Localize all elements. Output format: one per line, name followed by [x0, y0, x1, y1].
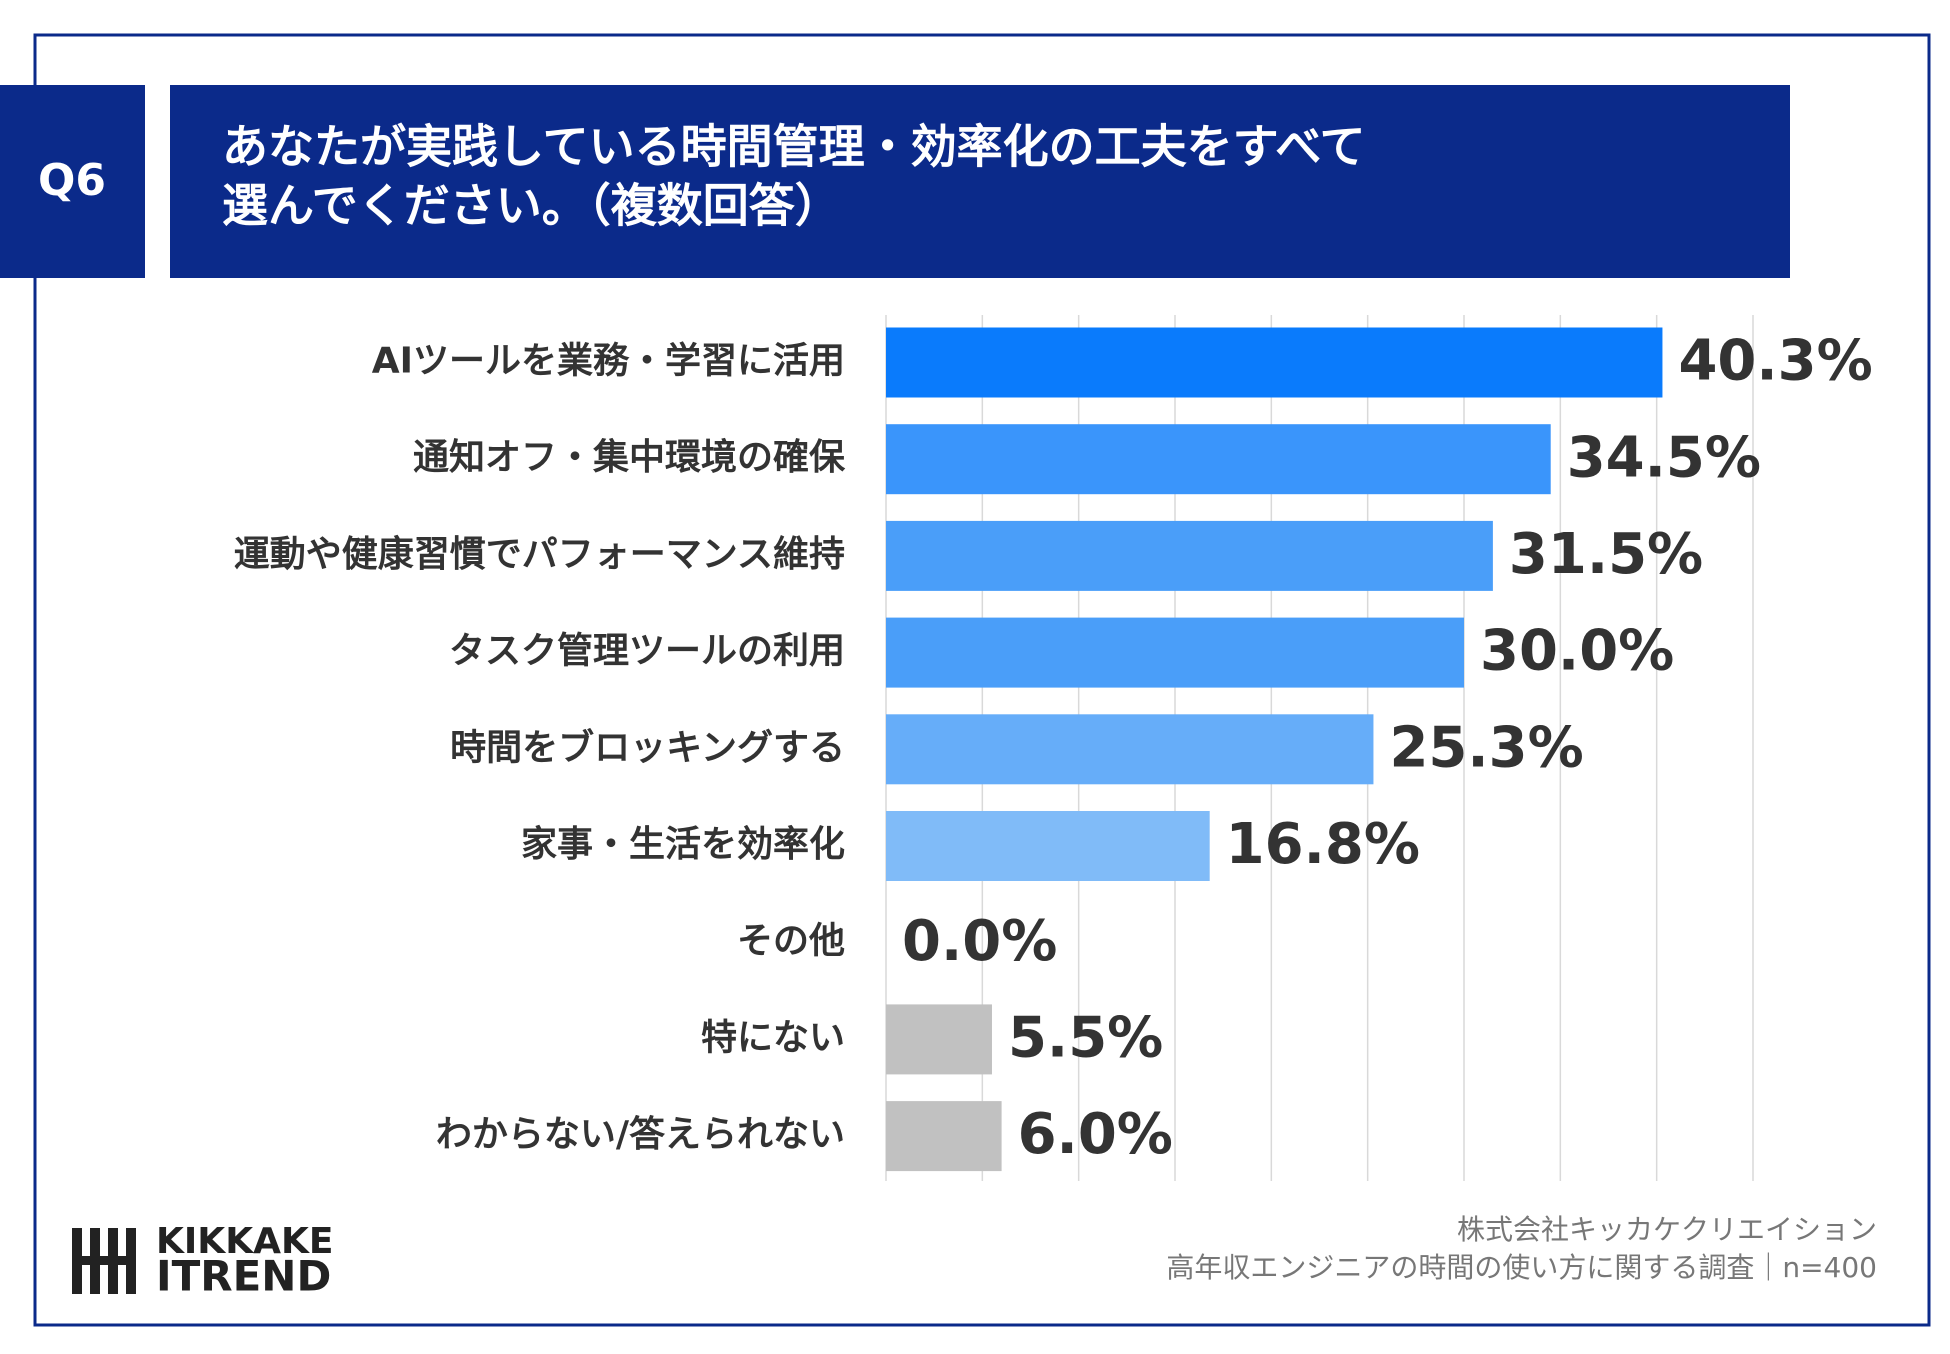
category-label: 時間をブロッキングする	[450, 726, 845, 768]
question-number: Q6	[38, 155, 106, 206]
value-label: 34.5%	[1567, 425, 1761, 490]
category-label: 特にない	[701, 1017, 845, 1058]
chart-title: 選んでください。（複数回答）	[222, 179, 841, 233]
value-label: 25.3%	[1389, 715, 1583, 780]
bar	[886, 714, 1374, 785]
bar	[886, 1004, 992, 1075]
category-label: AIツールを業務・学習に活用	[372, 340, 845, 382]
category-label: タスク管理ツールの利用	[449, 631, 845, 672]
chart-title: あなたが実践している時間管理・効率化の工夫をすべて	[222, 120, 1366, 174]
bar	[886, 1101, 1002, 1172]
category-label: 家事・生活を効率化	[521, 824, 845, 865]
value-label: 40.3%	[1678, 329, 1872, 394]
title-box	[170, 85, 1790, 278]
value-label: 16.8%	[1226, 812, 1420, 877]
question-box	[0, 85, 145, 278]
logo-text: KIKKAKE	[156, 1221, 333, 1262]
value-label: 30.0%	[1480, 619, 1674, 684]
bar	[886, 327, 1663, 398]
value-label: 5.5%	[1008, 1006, 1163, 1071]
bar	[886, 811, 1210, 881]
value-label: 31.5%	[1509, 522, 1703, 587]
bar	[886, 520, 1493, 591]
value-label: 0.0%	[902, 909, 1057, 974]
source: 高年収エンジニアの時間の使い方に関する調査｜n=400	[1166, 1251, 1877, 1284]
value-label: 6.0%	[1018, 1102, 1173, 1167]
category-label: 通知オフ・集中環境の確保	[413, 437, 846, 478]
logo-text: ITREND	[156, 1252, 331, 1301]
category-label: その他	[737, 921, 845, 962]
source: 株式会社キッカケクリエイション	[1457, 1213, 1877, 1246]
logo-icon	[72, 1228, 136, 1294]
bar	[886, 424, 1551, 495]
category-label: 運動や健康習慣でパフォーマンス維持	[234, 533, 845, 575]
bar	[886, 617, 1464, 688]
category-label: わからない/答えられない	[436, 1114, 845, 1155]
